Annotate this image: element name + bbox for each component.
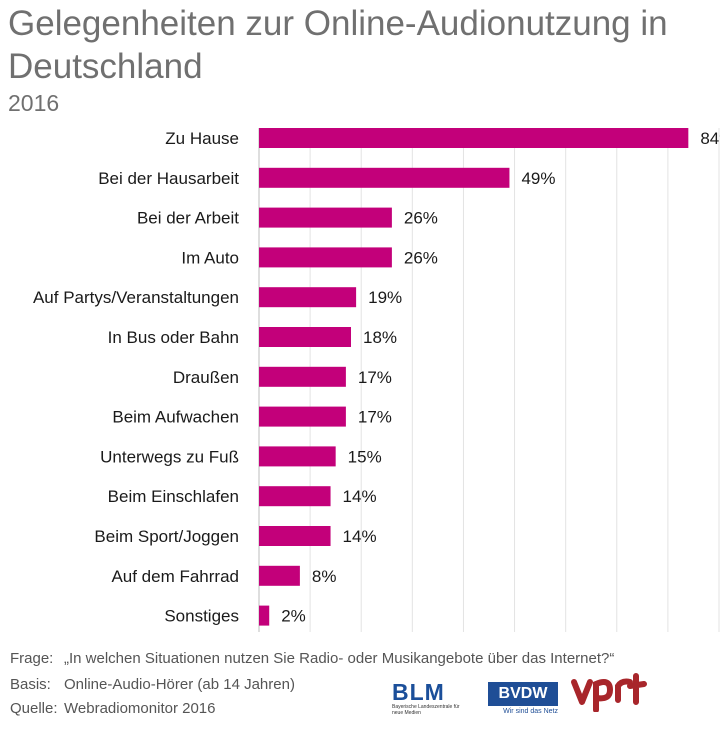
category-label: Unterwegs zu Fuß xyxy=(100,447,239,466)
footer-question-text: „In welchen Situationen nutzen Sie Radio… xyxy=(64,650,615,667)
bar xyxy=(259,446,336,467)
bar xyxy=(259,605,270,626)
category-label: Bei der Hausarbeit xyxy=(98,169,239,188)
data-label: 8% xyxy=(312,567,337,586)
data-label: 26% xyxy=(404,209,438,228)
category-label: Beim Sport/Joggen xyxy=(94,527,239,546)
category-label: Draußen xyxy=(173,368,239,387)
footer-basis-text: Online-Audio-Hörer (ab 14 Jahren) xyxy=(64,676,295,693)
footer-source: Quelle: Webradiomonitor 2016 xyxy=(10,700,215,717)
blm-logo-tagline: Bayerische Landeszentrale für neue Medie… xyxy=(392,704,460,716)
data-label: 17% xyxy=(358,408,392,427)
bvdw-logo: BVDW Wir sind das Netz xyxy=(488,682,558,718)
category-label: Bei der Arbeit xyxy=(137,209,239,228)
data-label: 17% xyxy=(358,368,392,387)
bvdw-logo-tagline: Wir sind das Netz xyxy=(503,708,558,715)
data-label: 84% xyxy=(700,129,720,148)
footer-question: Frage: „In welchen Situationen nutzen Sie… xyxy=(10,650,614,667)
footer-source-text: Webradiomonitor 2016 xyxy=(64,700,216,717)
bar xyxy=(259,287,357,308)
bar xyxy=(259,565,300,586)
vprt-logo xyxy=(570,672,650,713)
footer-question-label: Frage: xyxy=(10,650,54,667)
category-label: Sonstiges xyxy=(164,607,239,626)
blm-logo: BLM Bayerische Landeszentrale für neue M… xyxy=(392,680,462,720)
category-label: Auf dem Fahrrad xyxy=(111,567,239,586)
bar xyxy=(259,526,331,546)
footer-basis: Basis: Online-Audio-Hörer (ab 14 Jahren) xyxy=(10,676,295,693)
bar xyxy=(259,366,346,387)
footer-source-label: Quelle: xyxy=(10,700,58,717)
bar xyxy=(259,406,346,427)
category-label: Zu Hause xyxy=(165,129,239,148)
category-label: Beim Einschlafen xyxy=(108,487,239,506)
data-label: 14% xyxy=(343,527,377,546)
chart-title: Gelegenheiten zur Online-Audionutzung in… xyxy=(8,4,668,86)
bar xyxy=(259,167,510,188)
bar xyxy=(259,327,351,347)
data-label: 49% xyxy=(521,169,555,188)
category-label: In Bus oder Bahn xyxy=(108,328,239,347)
data-label: 18% xyxy=(363,328,397,347)
category-label: Auf Partys/Veranstaltungen xyxy=(33,288,239,307)
data-label: 2% xyxy=(281,607,306,626)
chart-subtitle: 2016 xyxy=(8,90,60,116)
category-label: Im Auto xyxy=(181,248,239,267)
bar xyxy=(259,128,689,148)
vprt-logo-mark xyxy=(571,673,647,713)
category-label: Beim Aufwachen xyxy=(112,408,239,427)
bar xyxy=(259,486,331,507)
data-label: 26% xyxy=(404,248,438,267)
bar xyxy=(259,207,392,228)
blm-logo-text: BLM xyxy=(392,679,445,705)
data-label: 14% xyxy=(343,487,377,506)
bar xyxy=(259,247,392,268)
data-label: 15% xyxy=(348,447,382,466)
bvdw-logo-text: BVDW xyxy=(488,682,558,706)
data-label: 19% xyxy=(368,288,402,307)
bar-chart: Zu Hause 84% Bei der Hausarbeit 49% Bei der … xyxy=(33,128,720,632)
footer-basis-label: Basis: xyxy=(10,676,51,693)
